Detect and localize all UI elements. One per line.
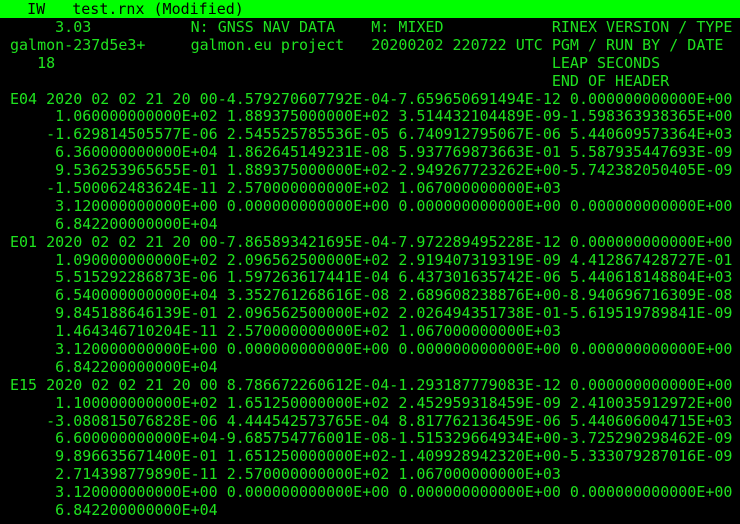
nav-record-line[interactable]: -3.080815076828E-06 4.444542573765E-04 8…: [10, 411, 733, 430]
nav-record-line[interactable]: 1.060000000000E+02 1.889375000000E+02 3.…: [10, 107, 733, 126]
nav-record-line[interactable]: 9.536253965655E-01 1.889375000000E+02-2.…: [10, 161, 733, 180]
nav-record-line[interactable]: -1.500062483624E-11 2.570000000000E+02 1…: [10, 179, 561, 198]
header-line[interactable]: 18 LEAP SECONDS: [10, 53, 661, 72]
header-line[interactable]: galmon-237d5e3+ galmon.eu project 202002…: [10, 35, 724, 54]
editor-title-bar: IW test.rnx (Modified): [0, 0, 740, 18]
nav-record-line[interactable]: 9.896635671400E-01 1.651250000000E+02-1.…: [10, 447, 733, 466]
nav-record-line[interactable]: 5.515292286873E-06 1.597263617441E-04 6.…: [10, 268, 733, 287]
nav-record-line[interactable]: 1.464346710204E-11 2.570000000000E+02 1.…: [10, 322, 561, 341]
nav-record-line[interactable]: 9.845188646139E-01 2.096562500000E+02 2.…: [10, 304, 733, 323]
nav-record-line[interactable]: 3.120000000000E+00 0.000000000000E+00 0.…: [10, 340, 733, 359]
header-line[interactable]: END OF HEADER: [10, 71, 670, 90]
nav-record-line[interactable]: 6.842200000000E+04: [10, 501, 218, 520]
nav-record-line[interactable]: E15 2020 02 02 21 20 00 8.786672260612E-…: [10, 375, 733, 394]
nav-record-line[interactable]: E01 2020 02 02 21 20 00-7.865893421695E-…: [10, 232, 733, 251]
nav-record-line[interactable]: -1.629814505577E-06 2.545525785536E-05 6…: [10, 125, 733, 144]
file-name: test.rnx: [72, 0, 145, 18]
nav-record-line[interactable]: 6.842200000000E+04: [10, 214, 218, 233]
nav-record-line[interactable]: E04 2020 02 02 21 20 00-4.579270607792E-…: [10, 89, 733, 108]
modified-status: (Modified): [153, 0, 244, 18]
nav-record-line[interactable]: 6.540000000000E+04 3.352761268616E-08 2.…: [10, 286, 733, 305]
nav-record-line[interactable]: 3.120000000000E+00 0.000000000000E+00 0.…: [10, 483, 733, 502]
nav-record-line[interactable]: 6.842200000000E+04: [10, 357, 218, 376]
nav-record-line[interactable]: 1.090000000000E+02 2.096562500000E+02 2.…: [10, 250, 733, 269]
text-editor-area[interactable]: 3.03 N: GNSS NAV DATA M: MIXED RINEX VER…: [10, 18, 740, 520]
nav-record-line[interactable]: 1.100000000000E+02 1.651250000000E+02 2.…: [10, 393, 733, 412]
header-line[interactable]: 3.03 N: GNSS NAV DATA M: MIXED RINEX VER…: [10, 18, 733, 36]
nav-record-line[interactable]: 2.714398779890E-11 2.570000000000E+02 1.…: [10, 465, 561, 484]
nav-record-line[interactable]: 6.600000000000E+04-9.685754776001E-08-1.…: [10, 429, 733, 448]
editor-mode-indicator: IW: [27, 0, 46, 18]
nav-record-line[interactable]: 6.360000000000E+04 1.862645149231E-08 5.…: [10, 143, 733, 162]
nav-record-line[interactable]: 3.120000000000E+00 0.000000000000E+00 0.…: [10, 196, 733, 215]
